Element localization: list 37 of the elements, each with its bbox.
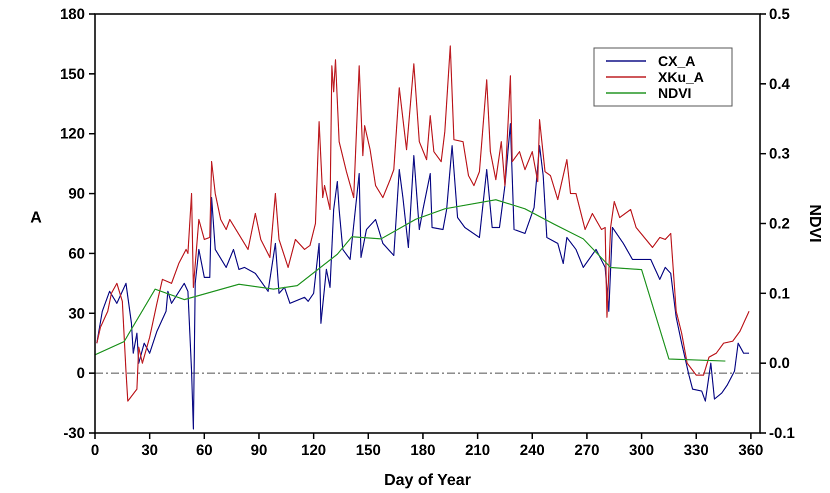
y-tick-label: 180 [60, 6, 85, 23]
y-tick-label: 150 [60, 66, 85, 83]
x-tick-label: 120 [301, 442, 326, 459]
x-tick-label: 240 [520, 442, 545, 459]
legend-label: CX_A [658, 53, 696, 69]
line-series [96, 45, 750, 402]
y-tick-label: 0 [76, 365, 85, 382]
line-series [94, 199, 726, 362]
line-series [96, 123, 750, 430]
y2-tick-label: 0.4 [769, 76, 791, 93]
y-tick-label: 30 [68, 305, 85, 322]
x-tick-label: 360 [738, 442, 764, 459]
legend-label: NDVI [658, 85, 692, 101]
y2-tick-label: 0.3 [769, 146, 790, 163]
x-tick-label: 30 [141, 442, 158, 459]
y-tick-label: 120 [60, 126, 85, 143]
x-tick-label: 60 [196, 442, 213, 459]
x-tick-label: 300 [629, 442, 654, 459]
x-axis-title: Day of Year [384, 472, 471, 489]
y2-tick-label: 0.1 [769, 285, 790, 302]
x-tick-label: 330 [684, 442, 709, 459]
y2-tick-label: 0.5 [769, 6, 790, 23]
y-tick-label: 60 [68, 245, 85, 262]
x-tick-label: 210 [465, 442, 490, 459]
y-axis-title: A [30, 210, 42, 226]
y2-axis-title: NDVI [806, 204, 823, 243]
x-tick-label: 180 [410, 442, 436, 459]
legend-label: XKu_A [658, 69, 704, 85]
y2-tick-label: 0.2 [769, 216, 790, 232]
x-tick-label: 90 [250, 442, 268, 459]
y-tick-label: -30 [63, 425, 85, 442]
y2-tick-label: 0.0 [769, 355, 790, 372]
x-tick-label: 270 [574, 442, 600, 459]
x-tick-label: 0 [90, 442, 100, 459]
y-tick-label: 90 [68, 186, 85, 203]
y2-tick-label: -0.1 [769, 425, 795, 442]
x-tick-label: 150 [356, 442, 381, 459]
